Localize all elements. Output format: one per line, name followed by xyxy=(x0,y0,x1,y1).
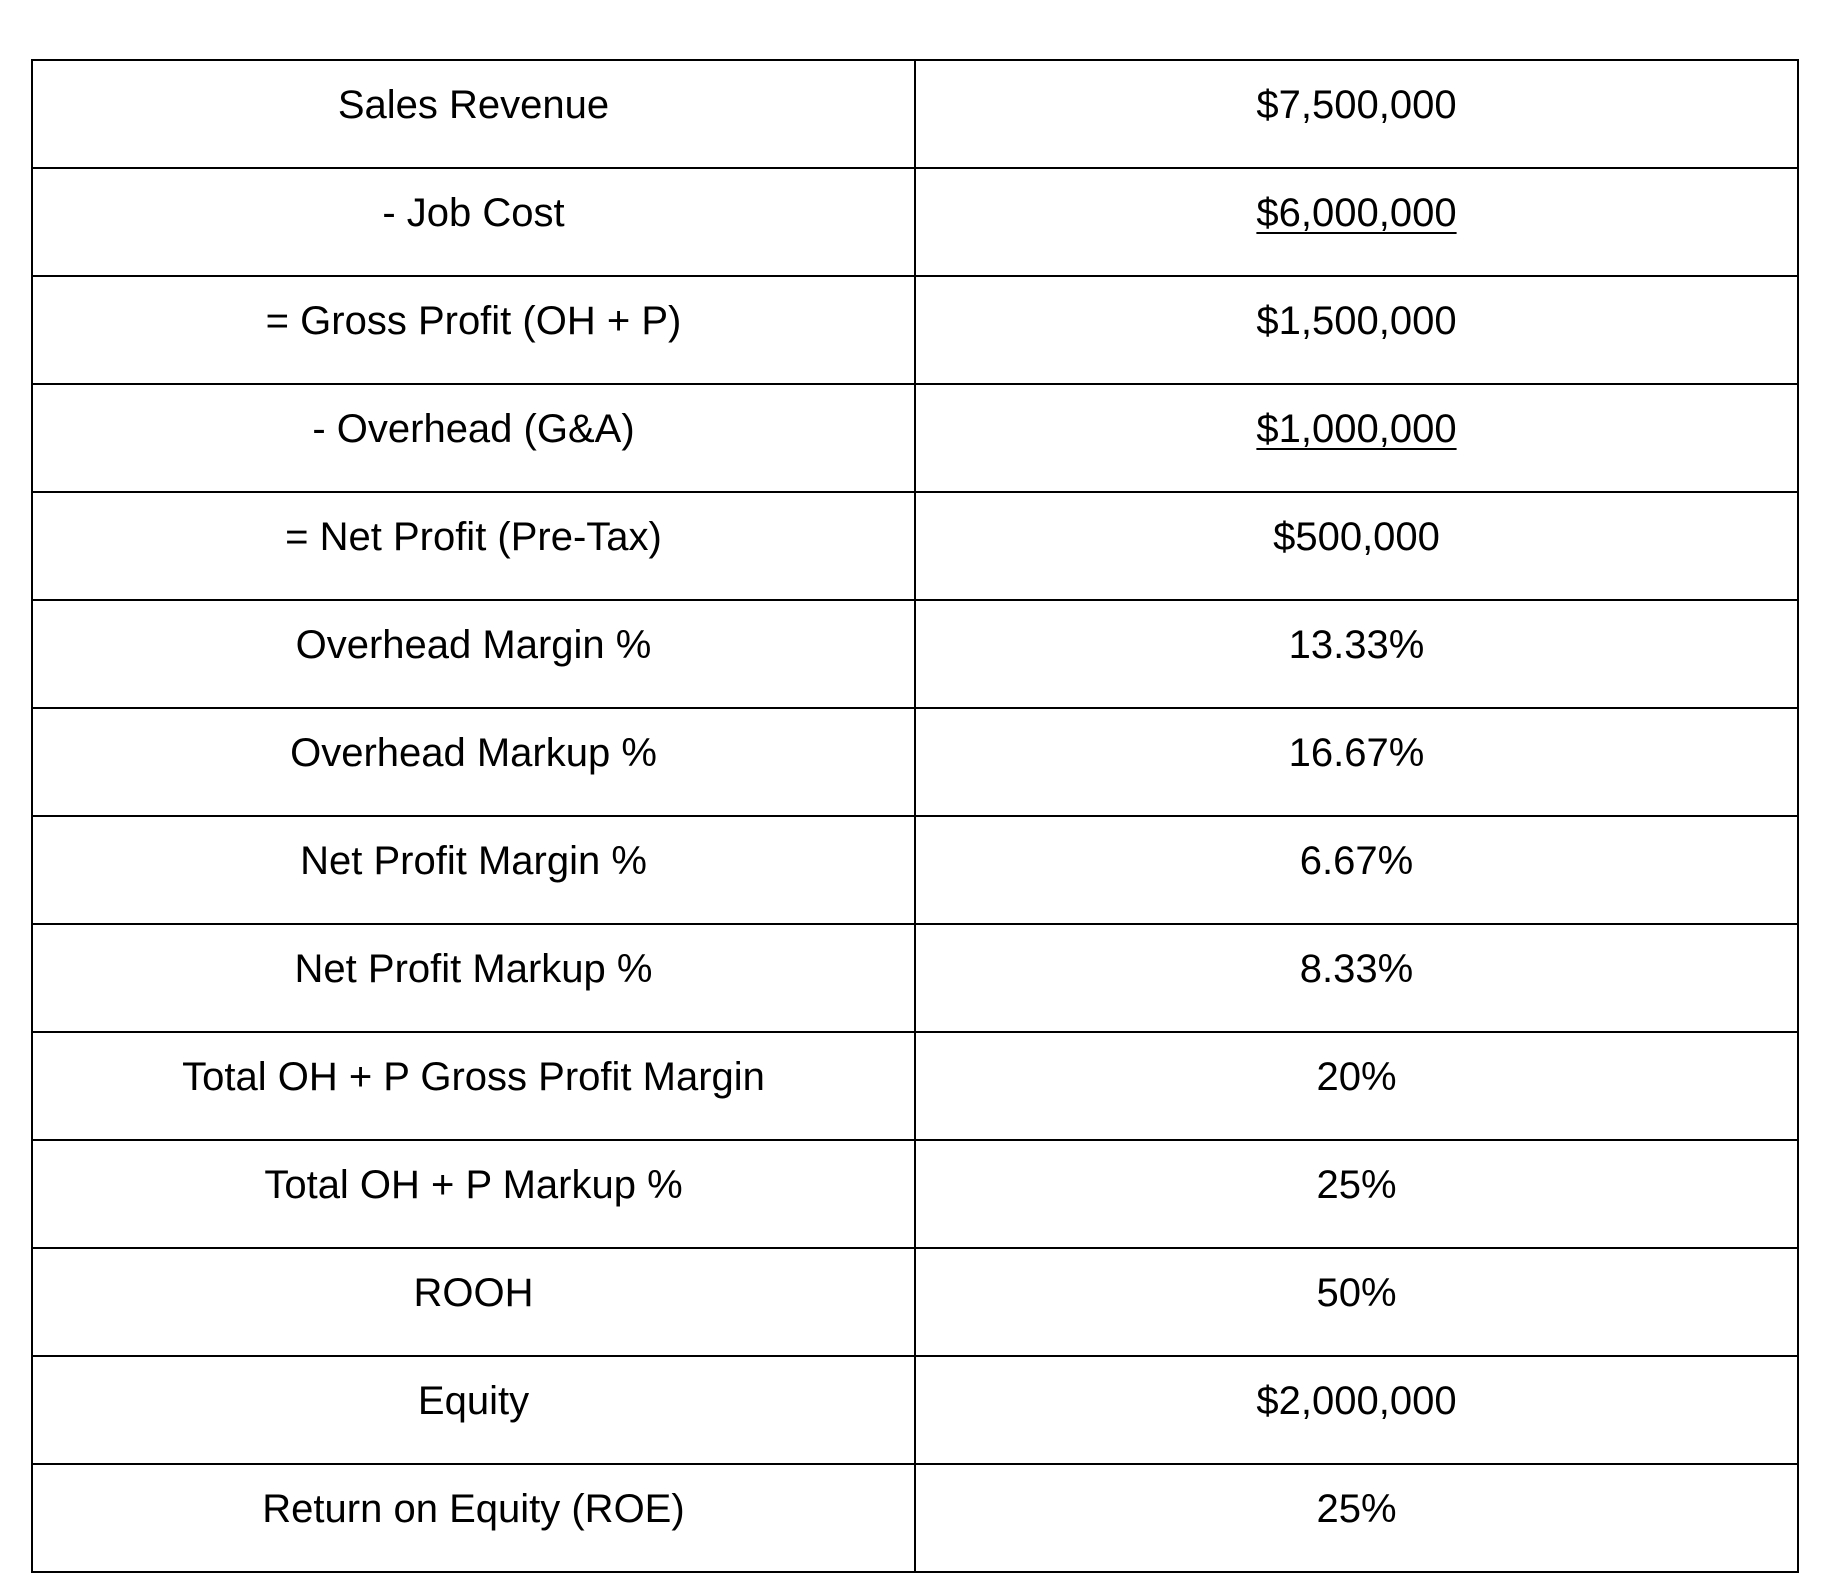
row-label: Total OH + P Gross Profit Margin xyxy=(31,1031,916,1141)
row-label: = Gross Profit (OH + P) xyxy=(31,275,916,385)
row-label: - Overhead (G&A) xyxy=(31,383,916,493)
table-row: Return on Equity (ROE) 25% xyxy=(31,1463,1799,1573)
financial-summary-table: Sales Revenue $7,500,000 - Job Cost $6,0… xyxy=(31,59,1799,1573)
row-value: 13.33% xyxy=(914,599,1799,709)
table-row: Overhead Margin % 13.33% xyxy=(31,599,1799,709)
row-value: 8.33% xyxy=(914,923,1799,1033)
financial-summary-body: Sales Revenue $7,500,000 - Job Cost $6,0… xyxy=(31,59,1799,1573)
table-row: Overhead Markup % 16.67% xyxy=(31,707,1799,817)
table-row: ROOH 50% xyxy=(31,1247,1799,1357)
table-row: Net Profit Margin % 6.67% xyxy=(31,815,1799,925)
row-value: 50% xyxy=(914,1247,1799,1357)
row-value: 16.67% xyxy=(914,707,1799,817)
row-value: $7,500,000 xyxy=(914,59,1799,169)
table-row: Sales Revenue $7,500,000 xyxy=(31,59,1799,169)
row-value: $2,000,000 xyxy=(914,1355,1799,1465)
row-value: $500,000 xyxy=(914,491,1799,601)
row-value: $6,000,000 xyxy=(914,167,1799,277)
table-row: - Job Cost $6,000,000 xyxy=(31,167,1799,277)
table-row: Total OH + P Gross Profit Margin 20% xyxy=(31,1031,1799,1141)
table-row: Equity $2,000,000 xyxy=(31,1355,1799,1465)
row-value: 20% xyxy=(914,1031,1799,1141)
table-row: = Gross Profit (OH + P) $1,500,000 xyxy=(31,275,1799,385)
row-label: Sales Revenue xyxy=(31,59,916,169)
row-label: Overhead Margin % xyxy=(31,599,916,709)
table-row: Net Profit Markup % 8.33% xyxy=(31,923,1799,1033)
table-row: Total OH + P Markup % 25% xyxy=(31,1139,1799,1249)
underlined-value: $6,000,000 xyxy=(1256,191,1457,235)
row-label: = Net Profit (Pre-Tax) xyxy=(31,491,916,601)
row-label: Net Profit Margin % xyxy=(31,815,916,925)
row-label: Return on Equity (ROE) xyxy=(31,1463,916,1573)
row-value: 6.67% xyxy=(914,815,1799,925)
row-label: Total OH + P Markup % xyxy=(31,1139,916,1249)
table-row: - Overhead (G&A) $1,000,000 xyxy=(31,383,1799,493)
row-label: Net Profit Markup % xyxy=(31,923,916,1033)
table-row: = Net Profit (Pre-Tax) $500,000 xyxy=(31,491,1799,601)
row-label: - Job Cost xyxy=(31,167,916,277)
row-value: $1,000,000 xyxy=(914,383,1799,493)
underlined-value: $1,000,000 xyxy=(1256,407,1457,451)
row-label: Equity xyxy=(31,1355,916,1465)
row-label: ROOH xyxy=(31,1247,916,1357)
row-value: $1,500,000 xyxy=(914,275,1799,385)
row-value: 25% xyxy=(914,1139,1799,1249)
row-label: Overhead Markup % xyxy=(31,707,916,817)
row-value: 25% xyxy=(914,1463,1799,1573)
